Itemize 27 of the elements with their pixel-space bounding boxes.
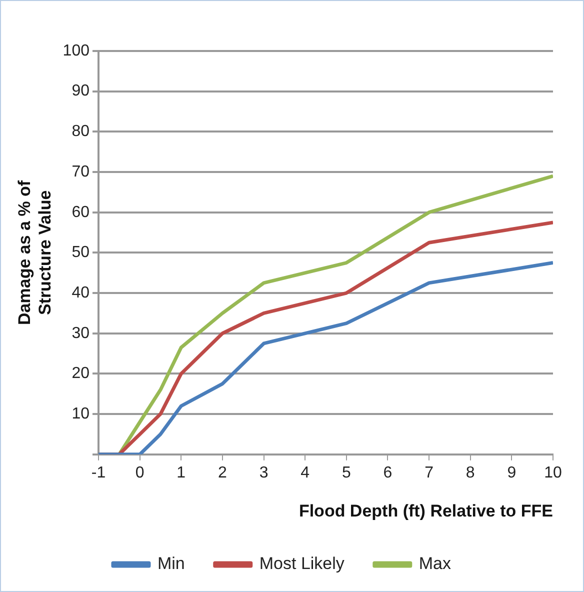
- legend-label: Max: [418, 554, 452, 574]
- x-tick-label: 7: [424, 464, 434, 482]
- y-tick-label: 90: [72, 82, 90, 100]
- x-tick-label: 6: [383, 464, 392, 482]
- legend-label: Most Likely: [259, 554, 345, 574]
- y-tick-label: 100: [62, 42, 90, 60]
- x-tick-label: 10: [544, 464, 562, 482]
- x-axis-title: Flood Depth (ft) Relative to FFE: [298, 501, 553, 520]
- x-tick-label: 3: [259, 464, 268, 482]
- x-tick-label: 4: [300, 464, 310, 482]
- x-tick-label: 9: [507, 464, 516, 482]
- x-tick-label: 1: [176, 464, 186, 482]
- y-tick-label: 30: [72, 324, 90, 342]
- legend-label: Min: [157, 554, 185, 574]
- x-tick-label: 8: [466, 464, 475, 482]
- x-tick-label: 0: [135, 464, 144, 482]
- y-tick-label: 60: [72, 204, 90, 221]
- y-tick-label: 20: [72, 365, 90, 382]
- y-tick-label: 50: [72, 244, 90, 262]
- y-tick-label: 40: [72, 284, 90, 302]
- y-tick-label: 80: [72, 123, 90, 140]
- y-tick-label: 10: [72, 405, 90, 422]
- x-tick-label: -1: [91, 464, 106, 482]
- y-axis-title: Damage as a % of Structure Value: [14, 180, 54, 325]
- y-tick-label: 70: [72, 163, 90, 180]
- x-tick-label: 2: [218, 464, 227, 482]
- x-tick-label: 5: [342, 464, 351, 482]
